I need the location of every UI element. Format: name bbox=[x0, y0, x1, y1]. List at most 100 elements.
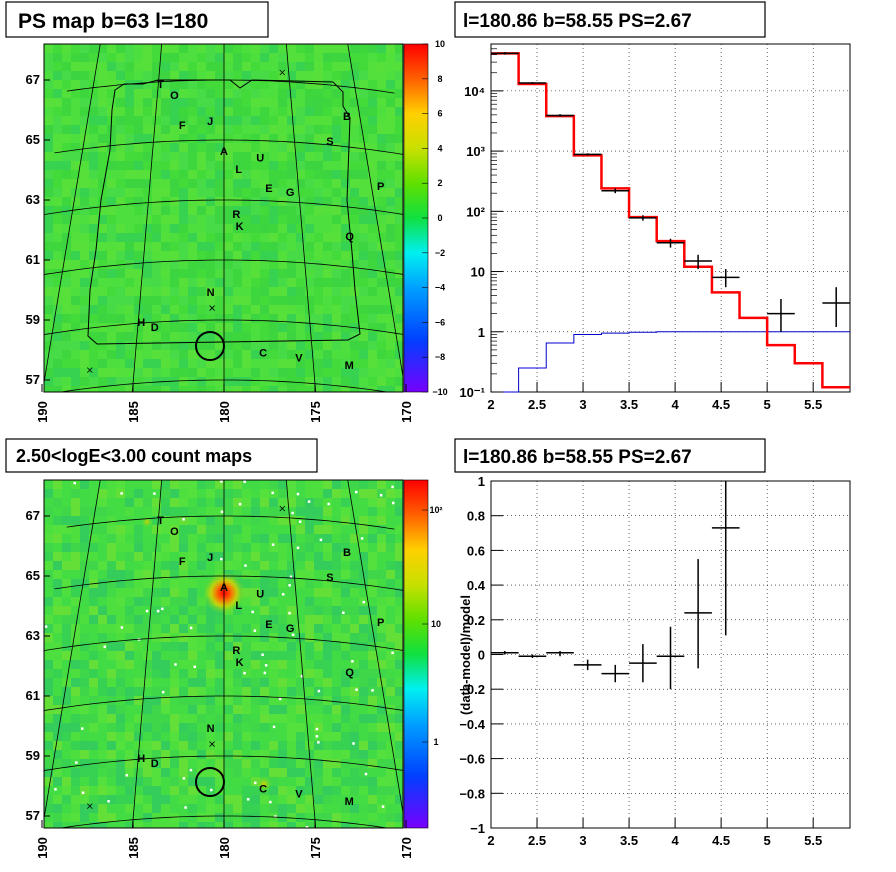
map-pixel bbox=[152, 368, 161, 377]
map-pixel bbox=[53, 489, 62, 498]
map-pixel bbox=[305, 287, 314, 296]
map-pixel bbox=[161, 125, 170, 134]
map-pixel bbox=[188, 233, 197, 242]
map-pixel bbox=[251, 62, 260, 71]
map-pixel bbox=[296, 687, 305, 696]
map-pixel bbox=[395, 305, 403, 314]
map-pixel bbox=[116, 741, 125, 750]
map-pixel bbox=[296, 260, 305, 269]
map-pixel bbox=[305, 768, 314, 777]
map-pixel bbox=[116, 296, 125, 305]
map-pixel bbox=[332, 161, 341, 170]
map-pixel bbox=[107, 750, 116, 759]
map-pixel bbox=[305, 107, 314, 116]
map-pixel bbox=[215, 269, 224, 278]
map-pixel bbox=[305, 507, 314, 516]
map-pixel bbox=[323, 359, 332, 368]
ps-map-texture bbox=[44, 44, 403, 392]
map-pixel bbox=[215, 633, 224, 642]
map-pixel bbox=[125, 498, 134, 507]
map-pixel bbox=[179, 62, 188, 71]
map-pixel bbox=[53, 606, 62, 615]
map-pixel bbox=[89, 368, 98, 377]
map-pixel bbox=[341, 795, 350, 804]
map-pixel bbox=[386, 678, 395, 687]
map-pixel bbox=[206, 750, 215, 759]
map-pixel bbox=[341, 543, 350, 552]
map-pixel bbox=[116, 377, 125, 386]
map-pixel bbox=[377, 705, 386, 714]
map-pixel bbox=[44, 534, 53, 543]
map-pixel bbox=[80, 296, 89, 305]
map-pixel bbox=[107, 732, 116, 741]
map-pixel bbox=[278, 642, 287, 651]
map-pixel bbox=[323, 597, 332, 606]
map-pixel bbox=[269, 206, 278, 215]
map-pixel bbox=[161, 314, 170, 323]
map-pixel bbox=[170, 597, 179, 606]
map-pixel bbox=[107, 314, 116, 323]
map-pixel bbox=[305, 552, 314, 561]
map-pixel bbox=[71, 651, 80, 660]
map-pixel bbox=[215, 624, 224, 633]
map-pixel bbox=[359, 287, 368, 296]
map-pixel bbox=[152, 269, 161, 278]
map-pixel bbox=[251, 170, 260, 179]
map-pixel bbox=[323, 624, 332, 633]
map-pixel bbox=[134, 570, 143, 579]
map-pixel bbox=[359, 804, 368, 813]
map-pixel bbox=[278, 786, 287, 795]
map-pixel bbox=[260, 197, 269, 206]
map-pixel bbox=[341, 561, 350, 570]
map-pixel bbox=[287, 786, 296, 795]
map-pixel bbox=[341, 107, 350, 116]
map-pixel bbox=[269, 534, 278, 543]
map-pixel bbox=[242, 170, 251, 179]
map-pixel bbox=[314, 786, 323, 795]
map-pixel bbox=[197, 714, 206, 723]
map-pixel-dot bbox=[360, 537, 364, 540]
map-pixel bbox=[233, 543, 242, 552]
map-pixel bbox=[359, 732, 368, 741]
map-pixel bbox=[107, 768, 116, 777]
map-pixel-dot bbox=[81, 791, 85, 794]
map-pixel bbox=[260, 687, 269, 696]
map-pixel bbox=[116, 732, 125, 741]
map-pixel bbox=[161, 642, 170, 651]
map-pixel bbox=[80, 516, 89, 525]
map-pixel bbox=[350, 669, 359, 678]
map-pixel bbox=[314, 44, 323, 53]
map-pixel bbox=[278, 143, 287, 152]
map-pixel bbox=[206, 134, 215, 143]
map-pixel bbox=[386, 516, 395, 525]
map-pixel bbox=[224, 377, 233, 386]
map-pixel bbox=[170, 188, 179, 197]
map-pixel bbox=[305, 777, 314, 786]
map-pixel bbox=[314, 224, 323, 233]
map-pixel bbox=[323, 651, 332, 660]
map-pixel bbox=[80, 624, 89, 633]
map-pixel bbox=[53, 125, 62, 134]
map-source-label: J bbox=[207, 552, 213, 564]
map-pixel bbox=[170, 107, 179, 116]
map-pixel bbox=[89, 386, 98, 392]
map-pixel bbox=[89, 786, 98, 795]
map-pixel bbox=[116, 534, 125, 543]
map-pixel bbox=[71, 251, 80, 260]
map-pixel bbox=[215, 678, 224, 687]
map-pixel bbox=[251, 332, 260, 341]
map-pixel bbox=[53, 170, 62, 179]
map-pixel bbox=[206, 359, 215, 368]
map-source-label: U bbox=[256, 589, 264, 601]
map-pixel bbox=[332, 134, 341, 143]
map-pixel bbox=[341, 368, 350, 377]
map-pixel bbox=[116, 669, 125, 678]
map-pixel bbox=[350, 633, 359, 642]
map-pixel bbox=[116, 251, 125, 260]
map-pixel bbox=[395, 561, 403, 570]
map-pixel bbox=[269, 651, 278, 660]
map-pixel bbox=[215, 507, 224, 516]
map-pixel bbox=[305, 323, 314, 332]
map-pixel bbox=[188, 795, 197, 804]
map-pixel bbox=[296, 278, 305, 287]
